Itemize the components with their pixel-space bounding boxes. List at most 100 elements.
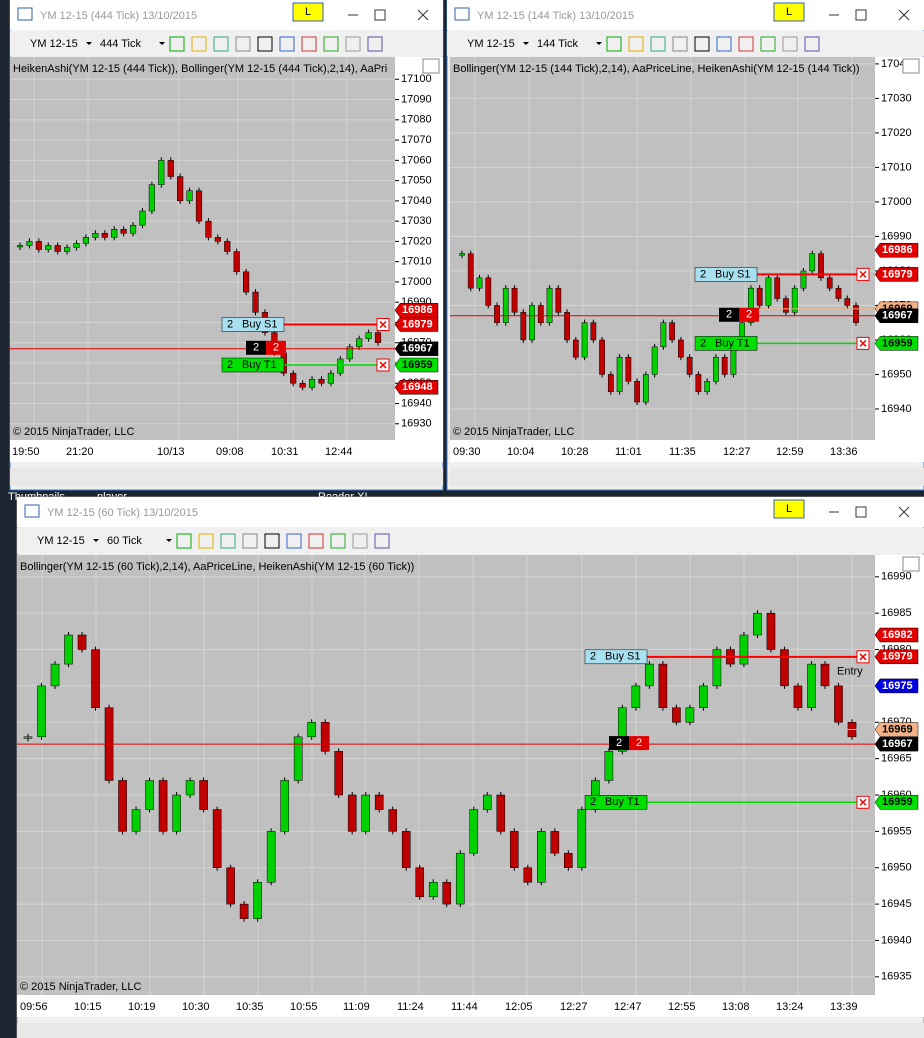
order-label-box[interactable]	[694, 267, 758, 282]
y-tick-label: 17010	[401, 256, 432, 268]
badge[interactable]	[292, 2, 324, 22]
dropdown[interactable]	[166, 539, 172, 542]
close[interactable]	[898, 506, 910, 518]
x-tick-label: 12:59	[776, 446, 804, 458]
candle	[16, 245, 24, 248]
toolbar-button[interactable]	[352, 533, 368, 549]
toolbar-button[interactable]	[301, 36, 317, 52]
candle	[131, 809, 141, 832]
toolbar-button[interactable]	[804, 36, 820, 52]
badge[interactable]	[773, 2, 805, 22]
position-badge	[266, 340, 286, 355]
period[interactable]: 60 Tick	[107, 535, 142, 547]
position-qty: 2	[746, 309, 752, 321]
order-label-box[interactable]	[221, 317, 285, 332]
axis-menu[interactable]	[902, 556, 920, 572]
candle	[835, 287, 842, 299]
instrument[interactable]: YM 12-15	[467, 38, 515, 50]
maximize[interactable]	[855, 506, 867, 518]
toolbar-button[interactable]	[264, 533, 280, 549]
toolbar-button[interactable]	[176, 533, 192, 549]
toolbar-button[interactable]	[279, 36, 295, 52]
candle	[374, 332, 382, 343]
toolbar	[447, 31, 924, 56]
candle	[361, 794, 371, 832]
order-label-box[interactable]	[694, 336, 758, 351]
instrument[interactable]: YM 12-15	[30, 38, 78, 50]
toolbar-button[interactable]	[672, 36, 688, 52]
dropdown[interactable]	[596, 42, 602, 45]
price-tag	[394, 303, 439, 318]
toolbar-button[interactable]	[694, 36, 710, 52]
y-tick-label: 17040	[401, 195, 432, 207]
copyright: © 2015 NinjaTrader, LLC	[453, 426, 574, 438]
close[interactable]	[417, 9, 429, 21]
x-tick-label: 13:08	[722, 1001, 750, 1013]
order-qty: 2	[700, 337, 706, 349]
toolbar-button[interactable]	[323, 36, 339, 52]
price-tag-label: 16967	[882, 310, 913, 322]
period[interactable]: 444 Tick	[100, 38, 141, 50]
maximize[interactable]	[855, 9, 867, 21]
toolbar-button[interactable]	[374, 533, 390, 549]
app-icon	[17, 7, 33, 21]
toolbar-button[interactable]	[738, 36, 754, 52]
dropdown[interactable]	[523, 42, 529, 45]
order-label: Buy S1	[242, 318, 277, 330]
order-label-box[interactable]	[584, 649, 648, 665]
toolbar-button[interactable]	[220, 533, 236, 549]
dropdown[interactable]	[86, 42, 92, 45]
dropdown[interactable]	[159, 42, 165, 45]
candle	[476, 277, 483, 289]
close[interactable]	[898, 9, 910, 21]
toolbar-button[interactable]	[628, 36, 644, 52]
badge-label[interactable]: L	[786, 6, 792, 18]
x-tick-label: 11:44	[451, 1001, 478, 1013]
candle	[308, 378, 316, 388]
scrollbar[interactable]	[17, 1023, 924, 1038]
order-label-box[interactable]	[584, 795, 648, 810]
candle	[502, 287, 509, 323]
x-tick-label: 11:35	[669, 446, 696, 458]
time-axis	[10, 440, 443, 462]
maximize[interactable]	[374, 9, 386, 21]
x-tick-label: 09:08	[216, 446, 244, 458]
y-tick-label: 16985	[881, 607, 912, 619]
badge[interactable]	[773, 499, 805, 519]
toolbar-button[interactable]	[191, 36, 207, 52]
toolbar-button[interactable]	[716, 36, 732, 52]
title-bar	[447, 0, 924, 30]
toolbar-button[interactable]	[782, 36, 798, 52]
badge-label[interactable]: L	[305, 6, 311, 18]
toolbar-button[interactable]	[606, 36, 622, 52]
toolbar-button[interactable]	[330, 533, 346, 549]
dropdown[interactable]	[93, 539, 99, 542]
candle	[64, 634, 73, 665]
toolbar-button[interactable]	[760, 36, 776, 52]
scrollbar[interactable]	[10, 468, 443, 486]
toolbar-button[interactable]	[242, 533, 258, 549]
toolbar-button[interactable]	[650, 36, 666, 52]
axis-menu[interactable]	[902, 58, 920, 74]
toolbar-button[interactable]	[213, 36, 229, 52]
toolbar-button[interactable]	[198, 533, 214, 549]
toolbar-button[interactable]	[169, 36, 185, 52]
y-tick-label: 16940	[401, 397, 432, 409]
toolbar-button[interactable]	[345, 36, 361, 52]
toolbar-button[interactable]	[286, 533, 302, 549]
scrollbar[interactable]	[450, 468, 924, 486]
instrument[interactable]: YM 12-15	[37, 535, 85, 547]
toolbar-button[interactable]	[257, 36, 273, 52]
axis-menu[interactable]	[422, 58, 440, 74]
y-tick-label: 16930	[401, 418, 432, 430]
candle	[334, 751, 343, 796]
toolbar-button[interactable]	[308, 533, 324, 549]
period[interactable]: 144 Tick	[537, 38, 578, 50]
toolbar-button[interactable]	[235, 36, 251, 52]
order-label-box[interactable]	[221, 357, 285, 373]
x-tick-label: 10:15	[74, 1001, 102, 1013]
toolbar-button[interactable]	[367, 36, 383, 52]
badge-label[interactable]: L	[786, 503, 792, 515]
position-badge	[719, 307, 739, 322]
